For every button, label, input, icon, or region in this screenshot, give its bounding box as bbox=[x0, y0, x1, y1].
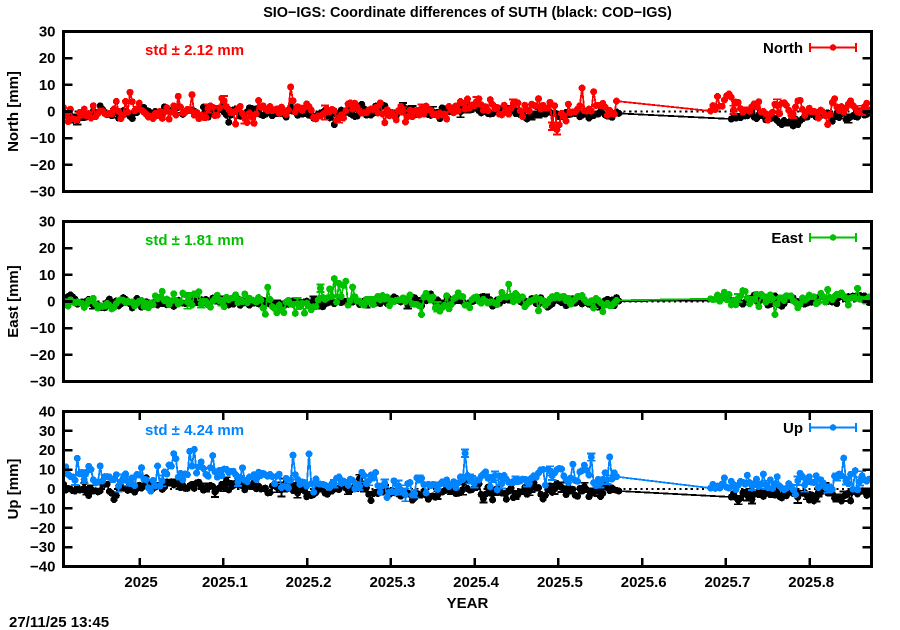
svg-text:East: East bbox=[771, 230, 803, 247]
svg-text:27/11/25 13:45: 27/11/25 13:45 bbox=[9, 614, 109, 630]
svg-text:10: 10 bbox=[39, 462, 56, 479]
svg-text:−20: −20 bbox=[30, 520, 55, 537]
svg-text:0: 0 bbox=[47, 481, 55, 498]
svg-text:−20: −20 bbox=[30, 347, 55, 364]
svg-text:YEAR: YEAR bbox=[447, 595, 489, 612]
svg-text:10: 10 bbox=[39, 77, 56, 94]
svg-text:Up [mm]: Up [mm] bbox=[5, 459, 22, 520]
svg-text:2025.2: 2025.2 bbox=[286, 574, 332, 591]
svg-text:2025.1: 2025.1 bbox=[202, 574, 248, 591]
svg-text:2025.8: 2025.8 bbox=[788, 574, 834, 591]
svg-text:2025.3: 2025.3 bbox=[369, 574, 415, 591]
svg-text:std ± 2.12 mm: std ± 2.12 mm bbox=[145, 42, 244, 59]
svg-text:30: 30 bbox=[39, 214, 56, 231]
svg-text:30: 30 bbox=[39, 423, 56, 440]
svg-text:−10: −10 bbox=[30, 500, 55, 517]
svg-text:North: North bbox=[763, 40, 803, 57]
svg-text:0: 0 bbox=[47, 294, 55, 311]
svg-text:−30: −30 bbox=[30, 184, 55, 201]
svg-text:2025: 2025 bbox=[124, 574, 157, 591]
svg-text:Up: Up bbox=[783, 420, 803, 437]
svg-text:−10: −10 bbox=[30, 320, 55, 337]
svg-text:−30: −30 bbox=[30, 539, 55, 556]
svg-text:−10: −10 bbox=[30, 130, 55, 147]
svg-text:2025.4: 2025.4 bbox=[453, 574, 500, 591]
svg-text:−20: −20 bbox=[30, 157, 55, 174]
svg-text:20: 20 bbox=[39, 50, 56, 67]
svg-text:0: 0 bbox=[47, 104, 55, 121]
svg-text:10: 10 bbox=[39, 267, 56, 284]
svg-text:2025.7: 2025.7 bbox=[704, 574, 750, 591]
svg-text:std ± 1.81 mm: std ± 1.81 mm bbox=[145, 232, 244, 249]
svg-text:East [mm]: East [mm] bbox=[5, 265, 22, 338]
svg-text:North [mm]: North [mm] bbox=[5, 71, 22, 152]
svg-text:2025.6: 2025.6 bbox=[621, 574, 667, 591]
svg-text:20: 20 bbox=[39, 442, 56, 459]
svg-text:SIO−IGS: Coordinate difference: SIO−IGS: Coordinate differences of SUTH … bbox=[263, 5, 672, 21]
svg-text:−30: −30 bbox=[30, 374, 55, 391]
svg-text:−40: −40 bbox=[30, 559, 55, 576]
svg-text:std ± 4.24 mm: std ± 4.24 mm bbox=[145, 422, 244, 439]
svg-text:20: 20 bbox=[39, 240, 56, 257]
svg-text:40: 40 bbox=[39, 404, 56, 421]
svg-text:30: 30 bbox=[39, 24, 56, 41]
svg-text:2025.5: 2025.5 bbox=[537, 574, 583, 591]
